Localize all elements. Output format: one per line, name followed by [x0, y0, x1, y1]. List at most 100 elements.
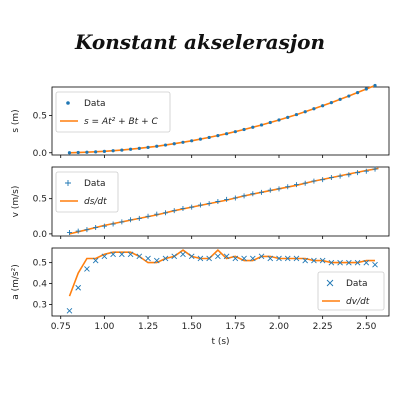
y-axis-label: a (m/s²)	[11, 264, 21, 300]
subplot-1: 0.0 0.5 s (m) Data s = At² + Bt + C	[11, 83, 390, 159]
data-point	[128, 217, 134, 223]
data-point	[302, 257, 309, 264]
data-point	[145, 255, 151, 262]
data-point	[188, 253, 195, 260]
data-point	[337, 259, 343, 266]
x-tick-label: 1.50	[182, 322, 202, 332]
data-point	[207, 135, 211, 140]
data-point	[338, 97, 342, 101]
data-point	[249, 255, 256, 262]
data-point	[321, 104, 325, 108]
y-tick-label: 0.3	[33, 300, 47, 310]
x-tick-label: 2.00	[269, 322, 289, 332]
data-point	[250, 191, 256, 197]
data-point	[216, 134, 220, 138]
data-point	[277, 118, 281, 122]
legend-marker	[326, 279, 334, 287]
data-point	[355, 91, 360, 95]
axes-frame	[51, 166, 390, 237]
data-point	[163, 143, 168, 147]
data-point	[162, 210, 168, 216]
data-point	[146, 145, 150, 149]
y-tick-label: 0.0	[33, 230, 48, 240]
legend: Data dv/dt	[317, 271, 385, 311]
data-point	[94, 150, 98, 154]
data-point	[162, 255, 169, 262]
data-point	[215, 199, 221, 204]
data-point	[172, 142, 176, 146]
legend-label: Data	[84, 179, 106, 189]
subplot-3: 0.3 0.4 0.5 0.75 1.00 1.25 1.50 1.75 2.00 2.25 2.5…	[11, 247, 390, 347]
x-tick-label: 2.25	[313, 322, 333, 332]
legend-box	[55, 91, 171, 133]
data-point	[180, 206, 186, 212]
data-point	[251, 125, 255, 129]
y-tick-label: 0.4	[33, 280, 48, 290]
y-tick-label: 0.5	[33, 111, 47, 121]
data-point	[84, 227, 90, 233]
y-tick-label: 0.5	[33, 259, 47, 269]
legend-label: s = At² + Bt + C	[84, 117, 158, 127]
data-point	[120, 148, 124, 152]
data-point	[110, 221, 116, 227]
data-point	[354, 259, 361, 266]
data-point	[75, 228, 81, 234]
data-point	[241, 193, 247, 199]
data-point	[127, 251, 134, 258]
legend-label: ds/dt	[84, 197, 107, 207]
data-point	[92, 257, 99, 264]
legend-label: Data	[346, 279, 368, 289]
data-point	[312, 107, 316, 111]
data-point	[101, 223, 107, 229]
page-title: Konstant akselerasjon	[74, 30, 326, 54]
data-point	[223, 253, 230, 260]
data-point	[111, 149, 115, 153]
data-point	[102, 149, 106, 153]
data-point	[355, 170, 361, 176]
data-point	[137, 146, 141, 150]
data-point	[284, 255, 291, 262]
y-tick-label: 0.0	[33, 149, 48, 159]
data-point	[372, 261, 378, 268]
data-point	[373, 83, 377, 88]
data-point	[93, 225, 99, 231]
data-point	[66, 307, 73, 314]
data-point	[136, 215, 142, 221]
data-point	[206, 201, 212, 207]
data-point	[171, 253, 178, 260]
data-point	[337, 173, 343, 179]
axes-frame	[51, 247, 390, 317]
data-point	[319, 257, 326, 264]
data-point	[259, 123, 264, 127]
data-point	[328, 259, 335, 266]
y-tick-label: 0.5	[33, 195, 47, 205]
data-point	[328, 175, 334, 181]
data-point	[128, 147, 133, 151]
data-point	[232, 255, 239, 262]
data-point	[198, 137, 203, 141]
data-point	[363, 168, 369, 174]
data-point	[75, 284, 82, 291]
x-axis-label: t (s)	[211, 337, 229, 347]
x-tick-label: 1.00	[94, 322, 114, 332]
data-point	[346, 172, 352, 178]
data-point	[302, 180, 308, 186]
data-point	[242, 127, 246, 132]
data-point	[101, 253, 108, 260]
data-point	[311, 178, 317, 184]
data-point	[303, 110, 307, 114]
data-point	[293, 182, 299, 188]
data-point	[363, 259, 370, 266]
data-point	[197, 202, 203, 208]
data-point	[293, 255, 300, 262]
legend: Data ds/dt	[55, 171, 119, 213]
data-point	[136, 253, 143, 260]
y-axis-label: v (m/s)	[11, 186, 21, 218]
data-point	[276, 255, 282, 262]
data-point	[215, 253, 221, 260]
data-point	[311, 257, 317, 264]
legend-label: Data	[84, 99, 106, 109]
data-point	[258, 253, 265, 260]
x-tick-label: 0.75	[51, 322, 71, 332]
